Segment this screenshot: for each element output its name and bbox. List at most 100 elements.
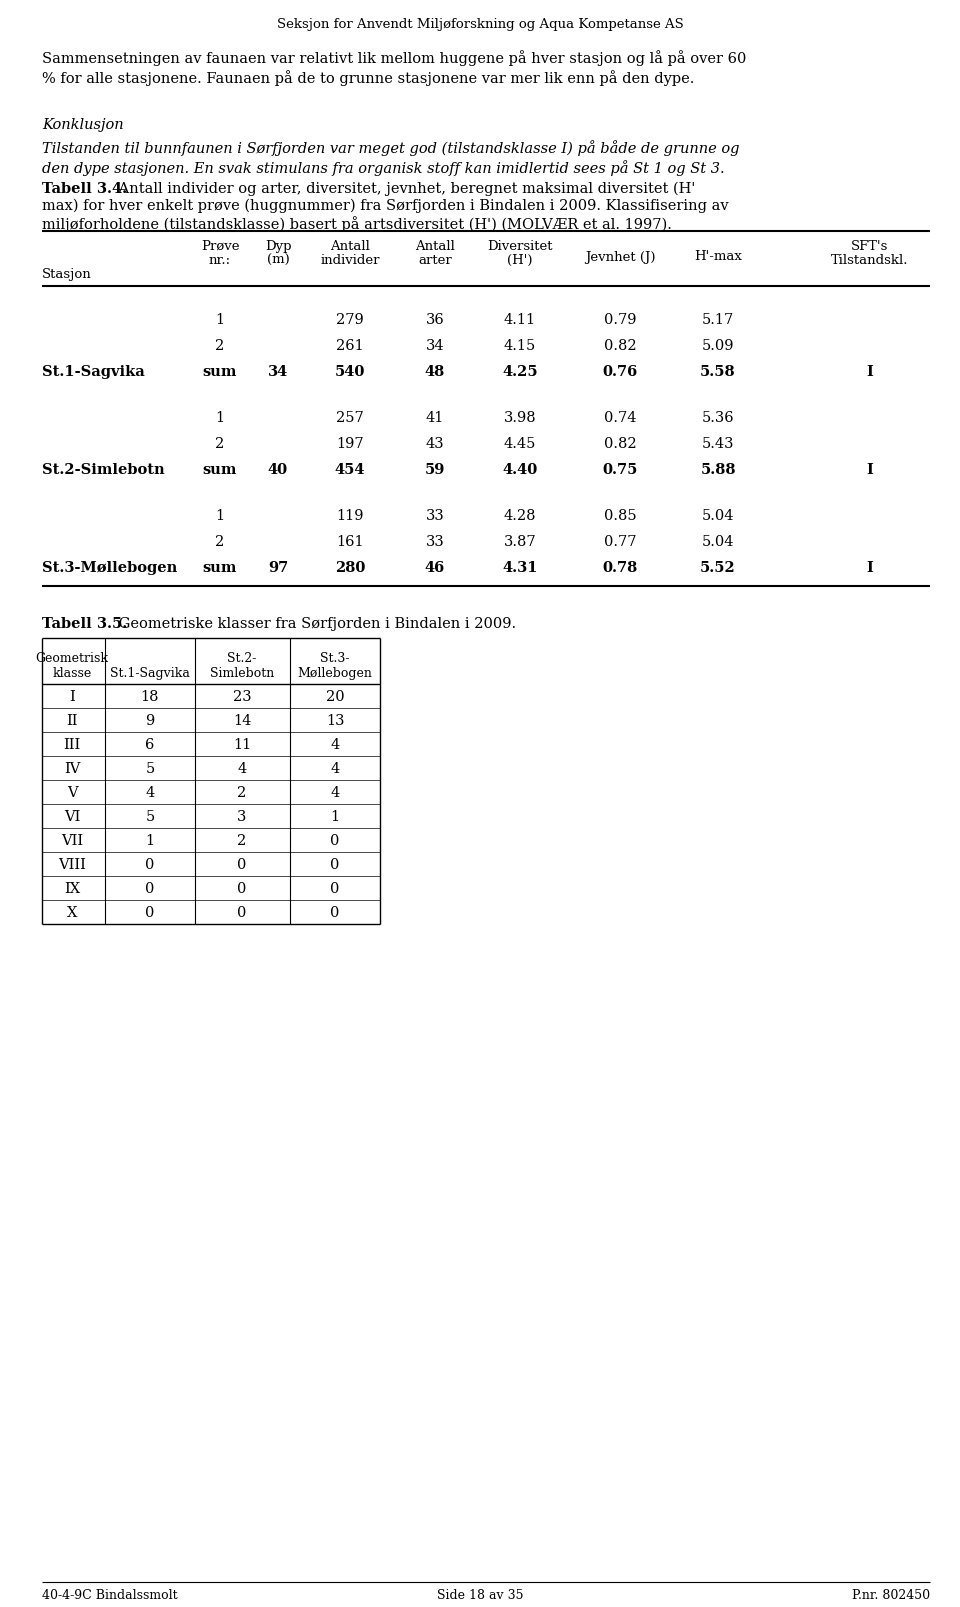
Text: nr.:: nr.: xyxy=(209,254,231,267)
Text: 197: 197 xyxy=(336,437,364,450)
Text: 0.79: 0.79 xyxy=(604,313,636,326)
Text: 36: 36 xyxy=(425,313,444,326)
Text: Antall: Antall xyxy=(330,239,370,252)
Text: Stasjon: Stasjon xyxy=(42,268,92,281)
Text: Sammensetningen av faunaen var relativt lik mellom huggene på hver stasjon og lå: Sammensetningen av faunaen var relativt … xyxy=(42,50,746,66)
Text: 119: 119 xyxy=(336,509,364,522)
Text: 0: 0 xyxy=(145,858,155,871)
Text: 0: 0 xyxy=(237,905,247,919)
Text: 5.52: 5.52 xyxy=(700,561,736,575)
Text: Dyp: Dyp xyxy=(265,239,291,252)
Text: 46: 46 xyxy=(425,561,445,575)
Text: (H'): (H') xyxy=(507,254,533,267)
Text: 0.75: 0.75 xyxy=(602,463,637,477)
Text: 3.87: 3.87 xyxy=(504,535,537,548)
Text: (m): (m) xyxy=(267,254,289,267)
Text: 2: 2 xyxy=(215,437,225,450)
Text: Tabell 3.5.: Tabell 3.5. xyxy=(42,617,128,630)
Text: 280: 280 xyxy=(335,561,365,575)
Text: 48: 48 xyxy=(425,365,445,379)
Text: 33: 33 xyxy=(425,535,444,548)
Text: P.nr. 802450: P.nr. 802450 xyxy=(852,1588,930,1601)
Text: 3: 3 xyxy=(237,810,247,823)
Text: 41: 41 xyxy=(426,411,444,424)
Text: St.3-Møllebogen: St.3-Møllebogen xyxy=(42,561,178,575)
Text: arter: arter xyxy=(419,254,452,267)
Text: 161: 161 xyxy=(336,535,364,548)
Text: IX: IX xyxy=(64,882,80,895)
Text: Antall individer og arter, diversitet, jevnhet, beregnet maksimal diversitet (H': Antall individer og arter, diversitet, j… xyxy=(114,182,695,196)
Text: 18: 18 xyxy=(141,689,159,704)
Text: 4: 4 xyxy=(330,762,340,776)
Text: St.1-Sagvika: St.1-Sagvika xyxy=(42,365,145,379)
Text: 5.58: 5.58 xyxy=(700,365,735,379)
Text: Geometrisk
klasse: Geometrisk klasse xyxy=(36,651,108,680)
Text: X: X xyxy=(67,905,77,919)
Text: 5.43: 5.43 xyxy=(702,437,734,450)
Text: III: III xyxy=(63,738,81,752)
Text: 5: 5 xyxy=(145,810,155,823)
Text: 6: 6 xyxy=(145,738,155,752)
Text: 20: 20 xyxy=(325,689,345,704)
Text: 261: 261 xyxy=(336,339,364,354)
Text: 0.76: 0.76 xyxy=(602,365,637,379)
Text: sum: sum xyxy=(203,463,237,477)
Text: max) for hver enkelt prøve (huggnummer) fra Sørfjorden i Bindalen i 2009. Klassi: max) for hver enkelt prøve (huggnummer) … xyxy=(42,199,729,214)
Text: 1: 1 xyxy=(215,411,225,424)
Text: 40-4-9C Bindalssmolt: 40-4-9C Bindalssmolt xyxy=(42,1588,178,1601)
Text: 1: 1 xyxy=(215,313,225,326)
Text: 40: 40 xyxy=(268,463,288,477)
Text: 5.04: 5.04 xyxy=(702,509,734,522)
Text: VII: VII xyxy=(60,834,84,847)
Text: miljøforholdene (tilstandsklasse) basert på artsdiversitet (H') (MOLVÆR et al. 1: miljøforholdene (tilstandsklasse) basert… xyxy=(42,215,672,231)
Text: 2: 2 xyxy=(237,834,247,847)
Text: VIII: VIII xyxy=(58,858,86,871)
Text: 4: 4 xyxy=(330,738,340,752)
Text: 0: 0 xyxy=(145,905,155,919)
Text: 1: 1 xyxy=(330,810,340,823)
Text: 5.88: 5.88 xyxy=(700,463,735,477)
Text: Tabell 3.4.: Tabell 3.4. xyxy=(42,182,127,196)
Text: sum: sum xyxy=(203,561,237,575)
Text: 43: 43 xyxy=(425,437,444,450)
Text: H'-max: H'-max xyxy=(694,251,742,264)
Text: I: I xyxy=(867,365,874,379)
Text: I: I xyxy=(69,689,75,704)
Text: 4.40: 4.40 xyxy=(502,463,538,477)
Text: Konklusjon: Konklusjon xyxy=(42,117,124,132)
Text: V: V xyxy=(66,786,78,800)
Text: 2: 2 xyxy=(215,535,225,548)
Text: individer: individer xyxy=(321,254,380,267)
Text: 0: 0 xyxy=(330,858,340,871)
Text: St.3-
Møllebogen: St.3- Møllebogen xyxy=(298,651,372,680)
Text: 0: 0 xyxy=(237,882,247,895)
Text: 0.74: 0.74 xyxy=(604,411,636,424)
Text: 4.45: 4.45 xyxy=(504,437,537,450)
Text: 1: 1 xyxy=(215,509,225,522)
Text: 4: 4 xyxy=(145,786,155,800)
Text: 2: 2 xyxy=(237,786,247,800)
Text: Side 18 av 35: Side 18 av 35 xyxy=(437,1588,523,1601)
Text: I: I xyxy=(867,463,874,477)
Text: Prøve: Prøve xyxy=(201,239,239,252)
Text: 0: 0 xyxy=(237,858,247,871)
Text: 0: 0 xyxy=(330,882,340,895)
Text: 14: 14 xyxy=(233,714,252,728)
Text: 5.36: 5.36 xyxy=(702,411,734,424)
Text: 540: 540 xyxy=(335,365,365,379)
Text: 33: 33 xyxy=(425,509,444,522)
Text: Seksjon for Anvendt Miljøforskning og Aqua Kompetanse AS: Seksjon for Anvendt Miljøforskning og Aq… xyxy=(276,18,684,31)
Text: 23: 23 xyxy=(232,689,252,704)
Text: 0.78: 0.78 xyxy=(602,561,637,575)
Text: den dype stasjonen. En svak stimulans fra organisk stoff kan imidlertid sees på : den dype stasjonen. En svak stimulans fr… xyxy=(42,161,725,175)
Text: Antall: Antall xyxy=(415,239,455,252)
Text: 4.28: 4.28 xyxy=(504,509,537,522)
Text: 97: 97 xyxy=(268,561,288,575)
Text: 5: 5 xyxy=(145,762,155,776)
Text: 0.77: 0.77 xyxy=(604,535,636,548)
Text: VI: VI xyxy=(63,810,81,823)
Text: 4.11: 4.11 xyxy=(504,313,536,326)
Text: 0: 0 xyxy=(145,882,155,895)
Text: 454: 454 xyxy=(335,463,365,477)
Text: 4.25: 4.25 xyxy=(502,365,538,379)
